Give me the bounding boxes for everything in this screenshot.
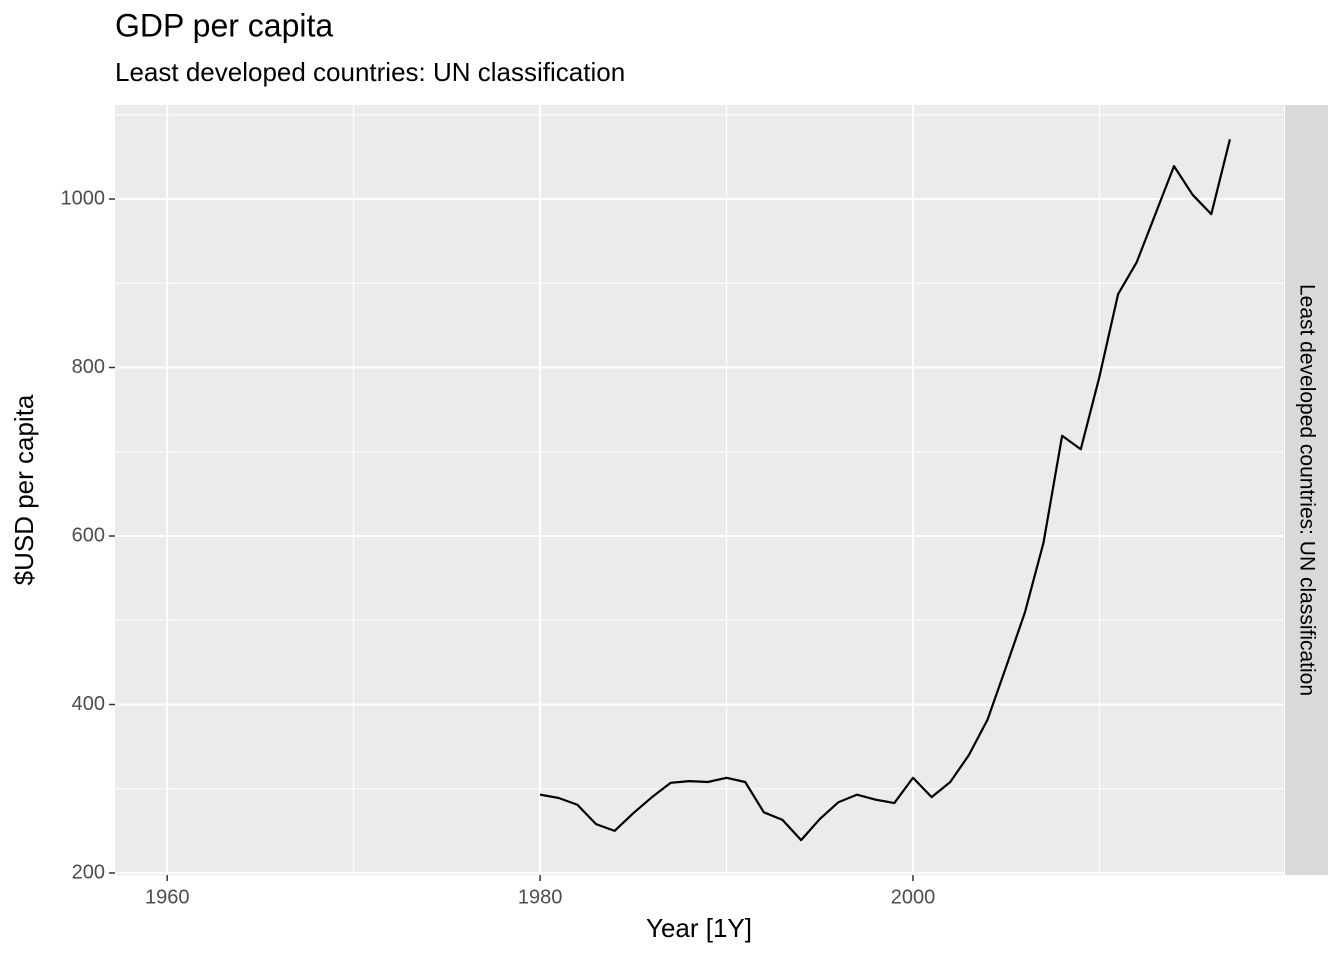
x-tick-label: 2000 [891, 886, 936, 908]
panel [115, 105, 1284, 875]
y-axis-title: $USD per capita [9, 394, 39, 585]
y-tick-label: 1000 [61, 187, 106, 209]
line [539, 138, 1231, 842]
x-tick-label: 1960 [145, 886, 190, 908]
y-tick-label: 200 [72, 861, 105, 883]
y-tick-label: 800 [72, 356, 105, 378]
x-axis-title: Year [1Y] [646, 913, 752, 943]
y-tick-label: 600 [72, 524, 105, 546]
chart-title: GDP per capita [115, 7, 333, 43]
y-tick-label: 400 [72, 693, 105, 715]
chart-subtitle: Least developed countries: UN classifica… [115, 57, 625, 87]
x-tick-label: 1980 [518, 886, 563, 908]
facet-strip [1285, 105, 1328, 875]
facet-label: Least developed countries: UN classifica… [1295, 284, 1318, 696]
